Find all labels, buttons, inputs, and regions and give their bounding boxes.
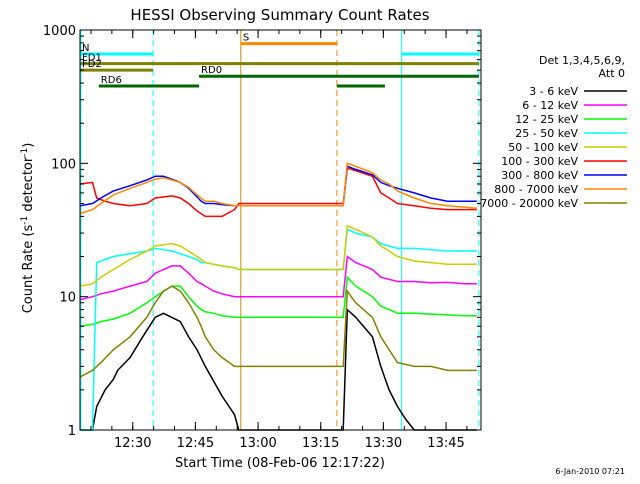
footer-timestamp: 6-Jan-2010 07:21 xyxy=(555,467,625,476)
x-tick-label-2: 13:00 xyxy=(239,436,276,451)
x-tick-label-5: 13:45 xyxy=(427,436,464,451)
mode-label-fd2: FD2 xyxy=(82,59,102,70)
legend-title-line1: Det 1,3,4,5,6,9, xyxy=(539,54,625,67)
plot-frame xyxy=(79,29,482,431)
legend-label-4: 50 - 100 keV xyxy=(508,141,578,154)
series-line-6 xyxy=(79,165,477,207)
chart-title: HESSI Observing Summary Count Rates xyxy=(130,6,429,24)
y-tick-label-3: 1000 xyxy=(43,24,76,39)
x-tick-label-3: 13:15 xyxy=(302,436,339,451)
series-line-4 xyxy=(79,224,477,287)
legend-label-3: 25 - 50 keV xyxy=(515,127,578,140)
mode-label-fd1: FD1 xyxy=(82,53,102,64)
legend-label-8: 7000 - 20000 keV xyxy=(480,197,578,210)
legend-label-0: 3 - 6 keV xyxy=(529,85,578,98)
y-tick-label-1: 10 xyxy=(59,291,76,306)
x-tick-label-4: 13:30 xyxy=(365,436,402,451)
series-line-1 xyxy=(79,255,477,301)
x-axis-label: Start Time (08-Feb-06 12:17:22) xyxy=(175,456,385,471)
legend-title-line2: Att 0 xyxy=(599,67,625,80)
y-tick-label-2: 100 xyxy=(51,157,76,172)
series-line-7 xyxy=(79,162,477,215)
legend-label-7: 800 - 7000 keV xyxy=(494,183,578,196)
y-tick-label-0: 1 xyxy=(68,424,76,439)
legend-label-2: 12 - 25 keV xyxy=(515,113,578,126)
legend-label-5: 100 - 300 keV xyxy=(501,155,578,168)
x-tick-label-0: 12:30 xyxy=(114,436,151,451)
y-axis-label: Count Rate (s-1 detector-1) xyxy=(20,143,36,314)
x-tick-label-1: 12:45 xyxy=(177,436,214,451)
series-line-2 xyxy=(79,275,477,327)
mode-label-rd6: RD6 xyxy=(101,75,122,86)
legend-label-6: 300 - 800 keV xyxy=(501,169,578,182)
mode-label-rd0: RD0 xyxy=(201,65,222,76)
series-line-0 xyxy=(80,307,477,431)
series-line-5 xyxy=(79,167,477,218)
mode-label-s: S xyxy=(243,33,249,44)
legend-label-1: 6 - 12 keV xyxy=(522,99,578,112)
series-line-8 xyxy=(79,285,477,378)
mode-label-n: N xyxy=(82,43,89,54)
